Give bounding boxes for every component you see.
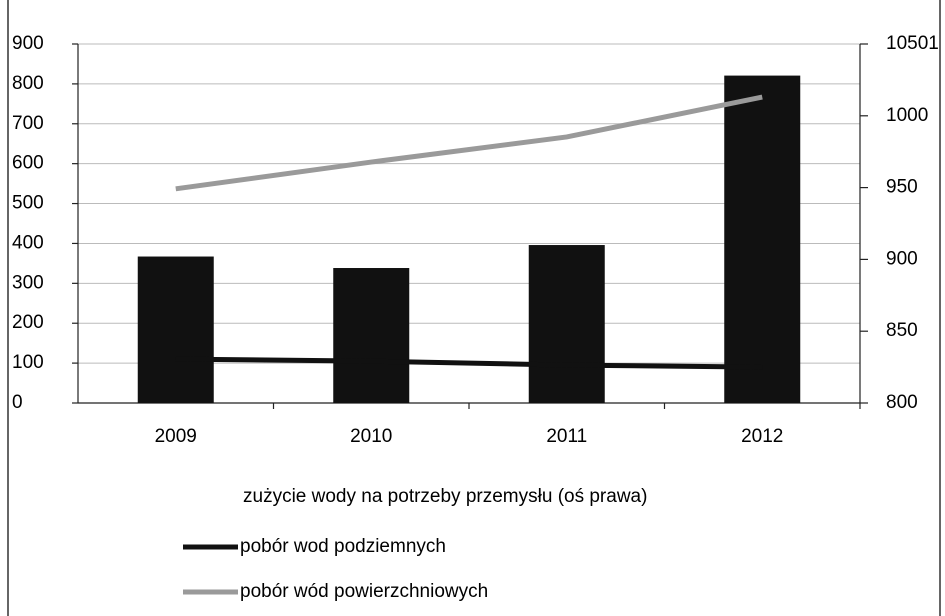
y-tick-label: 300 bbox=[12, 272, 44, 293]
y2-tick-label: 900 bbox=[886, 248, 918, 269]
x-tick-label: 2012 bbox=[741, 426, 783, 447]
y2-tick-label: 1000 bbox=[886, 105, 928, 126]
bar bbox=[528, 245, 605, 403]
y-tick-label: 200 bbox=[12, 312, 44, 333]
x-tick-label: 2011 bbox=[546, 426, 587, 447]
y2-tick-label: 10501 bbox=[886, 33, 939, 54]
y-tick-label: 500 bbox=[12, 193, 44, 214]
y-tick-label: 600 bbox=[12, 153, 44, 174]
y-tick-label: 0 bbox=[12, 392, 23, 413]
legend-label: pobór wód powierzchniowych bbox=[240, 581, 488, 602]
bar bbox=[137, 256, 214, 403]
legend-label: pobór wod podziemnych bbox=[240, 536, 446, 557]
y2-tick-label: 800 bbox=[886, 392, 918, 413]
y2-tick-label: 850 bbox=[886, 320, 918, 341]
y-tick-label: 400 bbox=[12, 232, 44, 253]
y-tick-label: 700 bbox=[12, 113, 44, 134]
y2-tick-label: 950 bbox=[886, 177, 918, 198]
y-tick-label: 800 bbox=[12, 73, 44, 94]
y-tick-label: 900 bbox=[12, 33, 44, 54]
x-tick-label: 2010 bbox=[350, 426, 392, 447]
y-tick-label: 100 bbox=[12, 352, 44, 373]
line bbox=[175, 94, 763, 192]
line bbox=[175, 356, 763, 370]
legend-label: zużycie wody na potrzeby przemysłu (oś p… bbox=[243, 486, 647, 507]
x-tick-label: 2009 bbox=[155, 426, 197, 447]
bar bbox=[724, 75, 801, 403]
bar bbox=[333, 268, 410, 403]
